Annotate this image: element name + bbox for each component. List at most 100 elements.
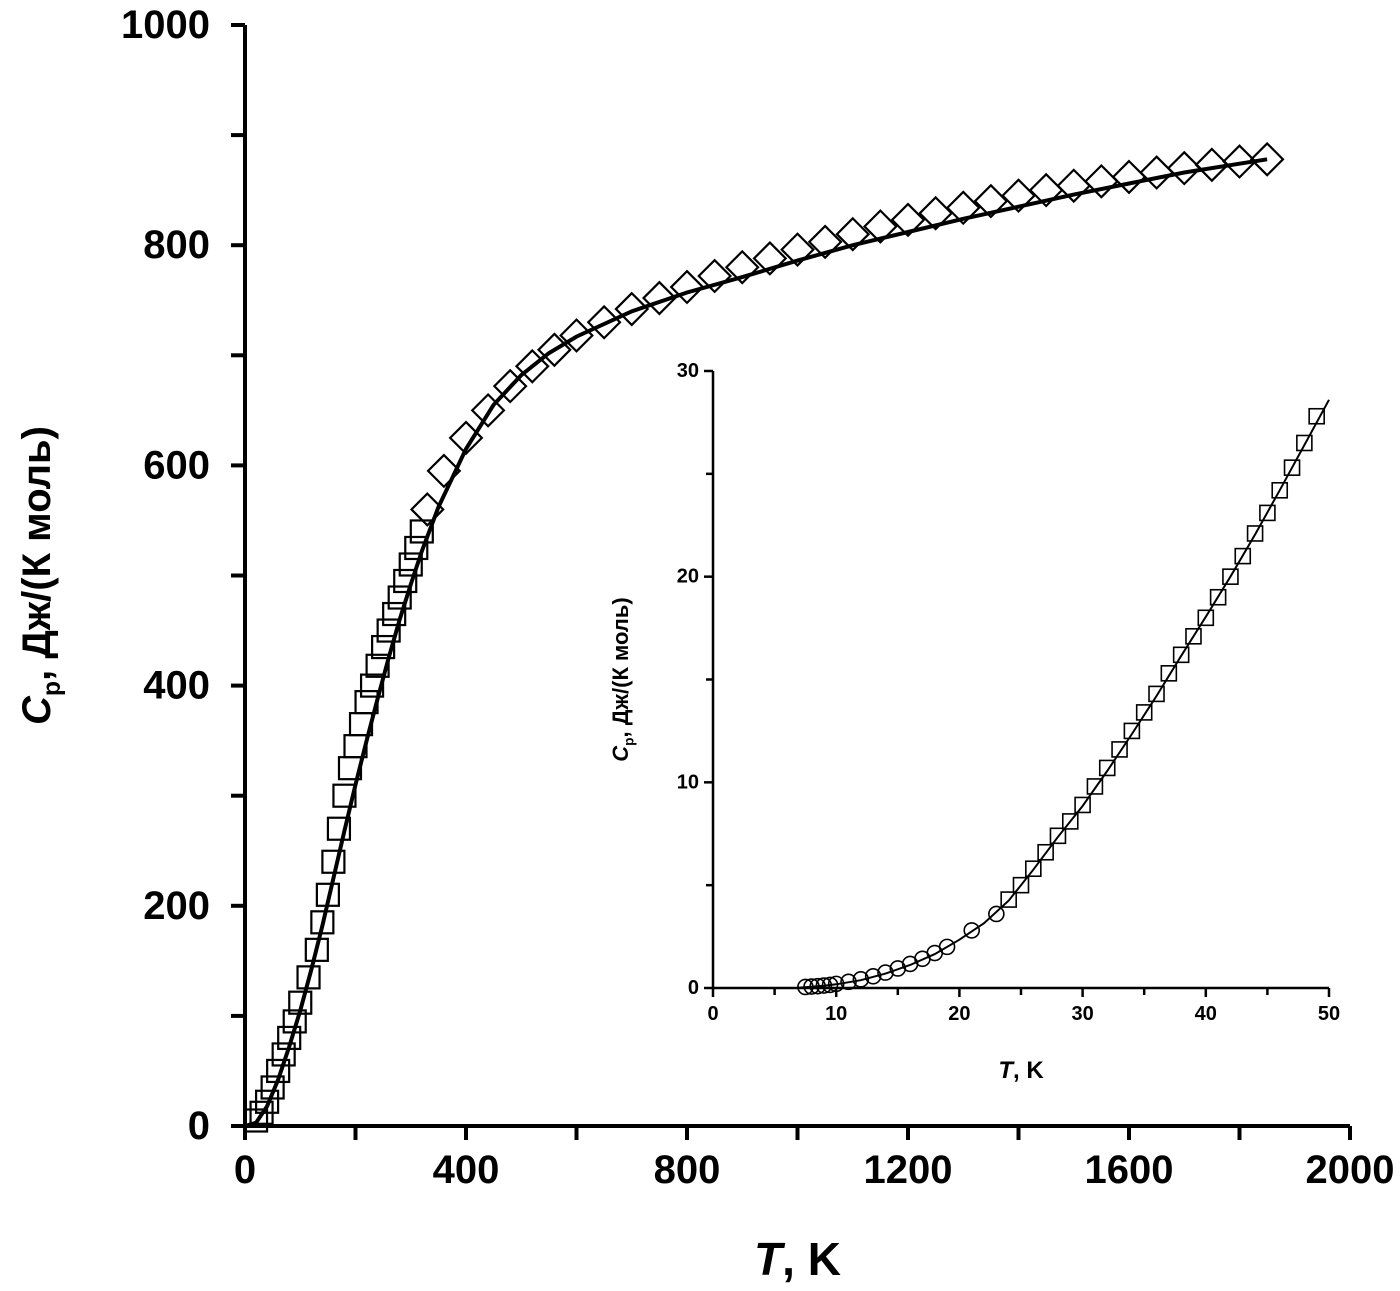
- main-diamond-point: [470, 392, 506, 428]
- inset-y-tick-label: 10: [677, 771, 699, 793]
- main-diamond-point: [559, 318, 594, 353]
- main-square-point: [359, 673, 385, 698]
- main-y-tick-label: 800: [143, 223, 210, 267]
- main-y-axis-title: Cp, Дж/(К моль): [15, 426, 66, 725]
- main-diamond-point: [1028, 172, 1064, 208]
- main-square-point: [321, 849, 346, 874]
- main-diamond-point: [1166, 150, 1202, 186]
- main-square-point: [315, 882, 340, 907]
- inset-square-point: [1197, 609, 1215, 627]
- main-square-point: [260, 1075, 285, 1100]
- main-diamond-point: [835, 216, 871, 252]
- main-diamond-point: [724, 249, 760, 285]
- main-square-point: [387, 585, 412, 610]
- main-diamond-point: [890, 202, 926, 238]
- main-diamond-point: [1111, 159, 1147, 195]
- main-square-point: [310, 910, 335, 935]
- main-diamond-point: [586, 304, 622, 340]
- main-square-point: [266, 1058, 291, 1084]
- inset-x-tick-label: 30: [1071, 1003, 1093, 1025]
- inset-square-point: [1098, 759, 1116, 777]
- main-diamond-point: [1249, 141, 1285, 177]
- inset-circle-point: [803, 978, 820, 995]
- inset-y-tick-label: 30: [677, 360, 699, 382]
- inset-square-point: [1123, 722, 1141, 740]
- main-diamond-point: [752, 241, 788, 276]
- main-y-tick-label: 400: [143, 664, 210, 708]
- inset-square-point: [1135, 704, 1153, 721]
- main-square-point: [365, 653, 390, 678]
- inset-square-point: [1086, 778, 1104, 795]
- main-y-tick-label: 600: [143, 443, 210, 487]
- main-diamond-point: [1139, 155, 1175, 190]
- main-y-tick-label: 200: [143, 884, 210, 928]
- inset-circle-point: [797, 978, 814, 996]
- inset-x-tick-label: 40: [1195, 1003, 1217, 1025]
- main-diamond-point: [669, 269, 705, 305]
- main-square-point: [326, 816, 352, 841]
- main-square-point: [296, 965, 321, 990]
- main-fit-line: [244, 157, 1268, 1128]
- inset-square-point: [1111, 741, 1128, 758]
- main-square-point: [271, 1042, 296, 1067]
- inset-square-point: [1259, 504, 1276, 522]
- main-x-axis-title: T, K: [754, 1233, 841, 1285]
- inset-square-point: [1172, 646, 1190, 664]
- inset-square-point: [1012, 876, 1030, 894]
- inset-circle-point: [815, 977, 833, 994]
- inset-square-point: [1283, 459, 1301, 476]
- main-diamond-point: [537, 332, 572, 368]
- main-square-point: [376, 618, 401, 643]
- main-diamond-point: [780, 232, 815, 267]
- main-diamond-point: [614, 291, 650, 327]
- main-x-tick-label: 2000: [1306, 1148, 1395, 1192]
- main-square-point: [332, 783, 357, 808]
- inset-circle-point: [852, 971, 870, 988]
- main-square-point: [371, 634, 396, 660]
- inset-square-point: [1185, 628, 1202, 645]
- inset-square-point: [1246, 525, 1264, 542]
- main-square-point: [288, 990, 313, 1015]
- main-diamond-point: [807, 224, 843, 260]
- main-diamond-point: [862, 209, 898, 244]
- inset-square-point: [1074, 796, 1091, 814]
- inset-circle-point: [889, 960, 907, 977]
- inset-square-point: [1271, 481, 1289, 499]
- main-square-point: [282, 1009, 307, 1034]
- main-diamond-point: [1083, 163, 1119, 199]
- inset-circle-point: [840, 973, 857, 991]
- main-square-point: [304, 937, 329, 962]
- inset-x-tick-label: 50: [1318, 1003, 1340, 1025]
- main-x-tick-label: 1200: [864, 1148, 953, 1192]
- inset-circle-point: [864, 967, 882, 985]
- main-diamond-point: [448, 420, 484, 456]
- inset-x-axis-title: T, K: [998, 1057, 1044, 1084]
- main-x-tick-label: 1600: [1085, 1148, 1174, 1192]
- main-square-point: [398, 552, 423, 577]
- main-y-tick-label: 0: [188, 1104, 210, 1148]
- inset-circle-point: [827, 975, 845, 993]
- main-square-point: [404, 535, 429, 561]
- main-diamond-point: [641, 280, 677, 316]
- inset-square-point: [1308, 407, 1325, 425]
- inset-square-point: [1296, 434, 1313, 452]
- inset-plot: 0 10 20 30 40 50 0 10 20 30 T, K Cp, Дж/(К моль): [608, 360, 1340, 1084]
- main-diamond-point: [426, 453, 462, 489]
- main-diamond-point: [1056, 168, 1092, 204]
- inset-circle-point: [988, 905, 1005, 923]
- inset-y-tick-label: 0: [688, 977, 699, 999]
- inset-circle-point: [963, 922, 981, 939]
- inset-circle-point: [809, 977, 827, 995]
- inset-square-point: [1037, 843, 1054, 861]
- main-square-point: [382, 601, 407, 627]
- inset-square-point: [1222, 568, 1239, 585]
- main-square-point: [354, 690, 379, 715]
- inset-circle-point: [938, 938, 956, 956]
- inset-square-point: [1234, 547, 1252, 565]
- main-diamond-point: [409, 492, 445, 527]
- inset-y-axis-title: Cp, Дж/(К моль): [608, 597, 637, 761]
- inset-x-tick-label: 20: [948, 1003, 970, 1025]
- inset-x-tick-label: 0: [707, 1003, 718, 1025]
